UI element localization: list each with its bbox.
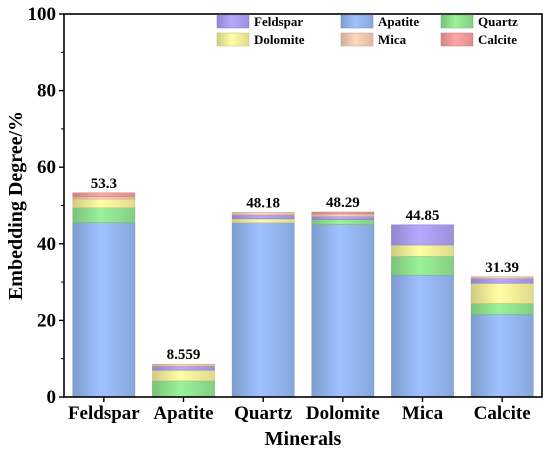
bar-segment-mica-feldspar bbox=[72, 196, 136, 200]
data-label-mica: 44.85 bbox=[406, 208, 440, 224]
x-axis: Feldspar Apatite Quartz Dolomite Mica Calcite bbox=[68, 397, 531, 424]
legend-swatch-quartz bbox=[440, 14, 474, 29]
y-tick-label: 100 bbox=[28, 4, 57, 25]
bar-segment-feldspar-mica bbox=[391, 224, 454, 246]
legend-swatch-apatite bbox=[340, 14, 374, 29]
bar-segment-apatite-feldspar bbox=[72, 222, 136, 398]
x-axis-title: Minerals bbox=[265, 428, 342, 450]
legend-label-dolomite: Dolomite bbox=[254, 32, 305, 47]
y-tick-label: 0 bbox=[47, 387, 57, 408]
legend-label-feldspar: Feldspar bbox=[254, 14, 303, 29]
bar-segment-feldspar-calcite bbox=[470, 278, 534, 284]
legend-swatch-dolomite bbox=[216, 32, 250, 47]
legend-label-calcite: Calcite bbox=[478, 32, 517, 47]
bar-segment-apatite-quartz bbox=[231, 222, 295, 398]
y-tick-label: 40 bbox=[37, 234, 56, 255]
y-tick-label: 80 bbox=[37, 81, 56, 102]
bar-segment-apatite-mica bbox=[391, 274, 454, 398]
y-axis-title: Embedding Degree/% bbox=[5, 111, 27, 300]
legend-label-apatite: Apatite bbox=[378, 14, 419, 29]
bar-segment-dolomite-quartz bbox=[231, 218, 295, 223]
data-label-calcite: 31.39 bbox=[485, 260, 519, 276]
bar-segment-quartz-dolomite bbox=[311, 219, 375, 225]
data-label-apatite: 8.559 bbox=[167, 347, 201, 363]
bar-segment-mica-dolomite bbox=[311, 213, 375, 217]
legend-swatch-calcite bbox=[440, 32, 474, 47]
legend-swatch-mica bbox=[340, 32, 374, 47]
data-label-quartz: 48.18 bbox=[246, 195, 280, 211]
bar-segment-quartz-mica bbox=[391, 256, 454, 276]
bar-segment-calcite-dolomite bbox=[311, 211, 375, 215]
bar-segment-calcite-feldspar bbox=[72, 192, 136, 197]
bar-segment-quartz-apatite bbox=[152, 380, 215, 398]
bar-segment-dolomite-apatite bbox=[152, 369, 215, 382]
bar-segment-dolomite-feldspar bbox=[72, 198, 136, 209]
x-tick-label: Feldspar bbox=[68, 403, 140, 424]
bar-segment-quartz-calcite bbox=[470, 303, 534, 315]
x-tick-label: Quartz bbox=[234, 403, 293, 424]
bar-segment-mica-quartz bbox=[231, 212, 295, 216]
bar-segment-mica-calcite bbox=[470, 276, 534, 279]
legend-label-mica: Mica bbox=[378, 32, 407, 47]
x-tick-label: Calcite bbox=[474, 403, 531, 424]
x-tick-label: Mica bbox=[402, 403, 444, 424]
bars-layer bbox=[72, 192, 534, 398]
y-tick-label: 60 bbox=[37, 157, 56, 178]
bar-segment-dolomite-mica bbox=[391, 244, 454, 257]
bar-segment-feldspar-dolomite bbox=[311, 216, 375, 220]
bar-segment-mica-apatite bbox=[152, 363, 215, 367]
y-axis: 0 20 40 60 80 100 bbox=[28, 4, 64, 408]
bar-segment-apatite-dolomite bbox=[311, 224, 375, 398]
legend: Feldspar Apatite Quartz Dolomite Mica Calcite bbox=[216, 14, 518, 47]
data-label-feldspar: 53.3 bbox=[91, 176, 117, 192]
x-tick-label: Apatite bbox=[153, 403, 213, 424]
legend-label-quartz: Quartz bbox=[478, 14, 518, 29]
bar-segment-apatite-calcite bbox=[470, 314, 534, 398]
bar-segment-feldspar-apatite bbox=[152, 366, 215, 371]
data-label-dolomite: 48.29 bbox=[326, 195, 360, 211]
data-labels-layer: 53.3 8.559 48.18 48.29 44.85 31.39 bbox=[91, 176, 519, 363]
bar-segment-feldspar-quartz bbox=[231, 214, 295, 220]
bar-segment-dolomite-calcite bbox=[470, 282, 534, 304]
bar-segment-quartz-feldspar bbox=[72, 207, 136, 223]
y-tick-label: 20 bbox=[37, 310, 56, 331]
plot-frame bbox=[63, 13, 543, 398]
x-tick-label: Dolomite bbox=[306, 403, 380, 424]
legend-swatch-feldspar bbox=[216, 14, 250, 29]
